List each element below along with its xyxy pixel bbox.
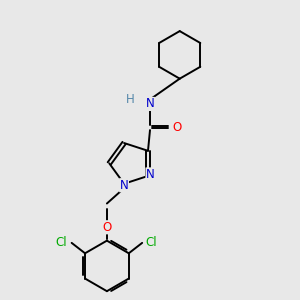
Text: O: O xyxy=(172,121,182,134)
Text: N: N xyxy=(146,168,155,181)
Text: N: N xyxy=(120,179,128,192)
Text: Cl: Cl xyxy=(146,236,157,249)
Text: O: O xyxy=(102,221,112,234)
Text: H: H xyxy=(126,93,135,106)
Text: N: N xyxy=(146,98,154,110)
Text: Cl: Cl xyxy=(55,236,67,249)
